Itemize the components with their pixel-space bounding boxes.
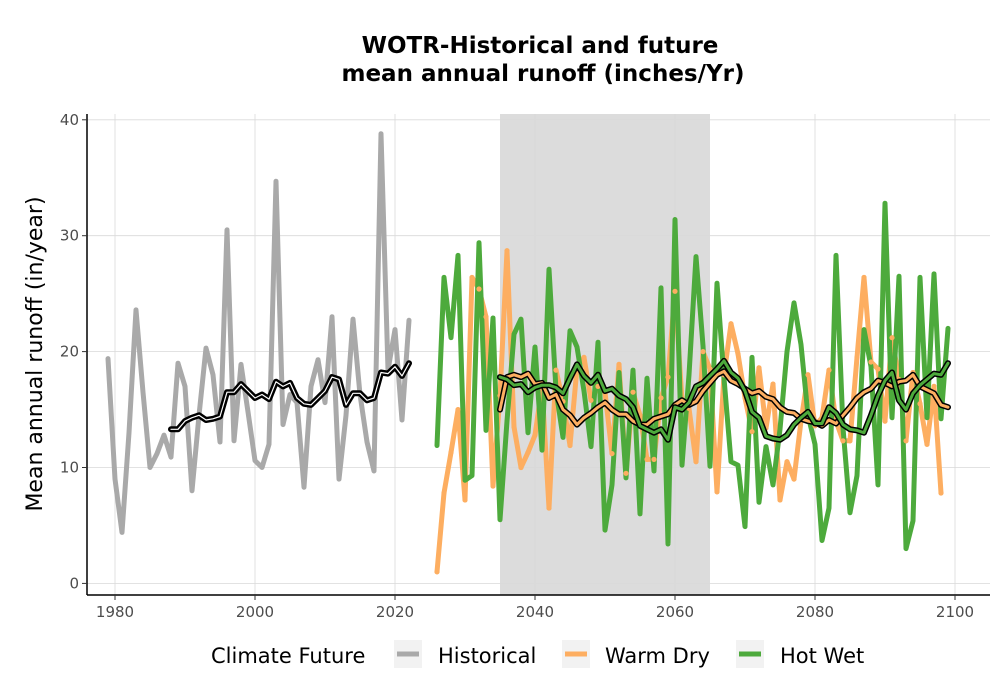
warm-dry-point [756,365,762,371]
warm-dry-point [532,432,538,438]
warm-dry-point [609,450,615,457]
warm-dry-point [581,354,587,360]
warm-dry-point [791,476,797,482]
y-axis-ticks: 0 10 20 30 40 [60,111,87,592]
warm-dry-point [441,490,447,496]
x-tick-label-2040: 2040 [516,603,554,621]
warm-dry-point [868,359,874,365]
warm-dry-point [707,366,713,372]
warm-dry-point [770,381,776,387]
x-tick-label-2020: 2020 [376,603,414,621]
warm-dry-point [861,274,867,281]
warm-dry-point [847,438,853,444]
warm-dry-point [658,395,664,401]
warm-dry-point [483,314,489,320]
warm-dry-point [455,406,461,413]
warm-dry-point [546,505,552,511]
warm-dry-point [777,497,783,503]
y-axis-title: Mean annual runoff (in/year) [23,196,48,511]
warm-dry-point [805,372,811,378]
x-tick-label-2060: 2060 [656,603,694,621]
series-line-historical [105,131,412,535]
warm-dry-point [644,456,650,462]
x-axis-ticks: 1980 2000 2020 2040 2060 2080 2100 [96,595,974,621]
warm-dry-point [889,335,895,341]
warm-dry-point [693,459,699,465]
warm-dry-point [518,464,524,471]
warm-dry-point [623,470,629,476]
legend-label-warm-dry: Warm Dry [605,644,710,668]
smoothed-line-historical [170,362,410,430]
warm-dry-point [448,449,454,456]
warm-dry-point [749,428,755,435]
plot-area: 1980 2000 2020 2040 2060 2080 2100 0 10 20 30 40 [60,111,990,621]
warm-dry-point [903,438,909,444]
warm-dry-point [840,438,846,444]
warm-dry-point [665,374,671,380]
warm-dry-point [490,483,496,489]
warm-dry-point [672,288,678,294]
warm-dry-point [917,401,923,407]
warm-dry-point [784,459,790,465]
legend-item-hot-wet: Hot Wet [736,640,864,668]
warm-dry-point [434,569,440,575]
warm-dry-point [826,367,832,373]
warm-dry-point [735,351,741,357]
series-layer [105,131,951,575]
warm-dry-point [588,397,594,403]
warm-dry-point [938,490,944,496]
warm-dry-point [875,366,881,372]
legend-item-warm-dry: Warm Dry [562,640,710,668]
series-line-hot-wet [434,200,951,552]
y-tick-label-20: 20 [60,343,79,361]
legend-label-hot-wet: Hot Wet [780,644,864,668]
warm-dry-point [931,383,937,389]
legend-title: Climate Future [211,644,365,668]
warm-dry-point [854,354,860,360]
warm-dry-point [525,449,531,456]
warm-dry-point [714,489,720,495]
warm-dry-point [511,424,517,430]
smoothed-line-warm-dry [498,369,950,428]
warm-dry-point [469,274,475,281]
warm-dry-point [553,367,559,373]
y-tick-label-30: 30 [60,227,79,245]
x-tick-label-2080: 2080 [796,603,834,621]
legend: Climate Future Historical Warm Dry Hot W… [211,640,864,668]
chart-title-line-1: WOTR-Historical and future [362,33,719,59]
x-tick-label-2100: 2100 [936,603,974,621]
x-tick-label-2000: 2000 [236,603,274,621]
warm-dry-point [728,321,734,327]
warm-dry-point [504,248,510,254]
warm-dry-point [476,286,482,292]
warm-dry-point [882,418,888,424]
warm-dry-point [616,361,622,367]
legend-item-historical: Historical [394,640,536,668]
y-tick-label-40: 40 [60,111,79,129]
legend-label-historical: Historical [438,644,536,668]
warm-dry-point [567,442,573,449]
y-tick-label-0: 0 [69,574,79,592]
x-tick-label-1980: 1980 [96,603,134,621]
smoothed-line-hot-wet [498,359,950,442]
warm-dry-point [630,389,636,395]
chart-title-line-2: mean annual runoff (inches/Yr) [341,61,744,87]
y-tick-label-10: 10 [60,459,79,477]
warm-dry-point [651,456,657,462]
warm-dry-point [700,349,706,355]
warm-dry-point [462,497,468,503]
warm-dry-point [924,441,930,447]
